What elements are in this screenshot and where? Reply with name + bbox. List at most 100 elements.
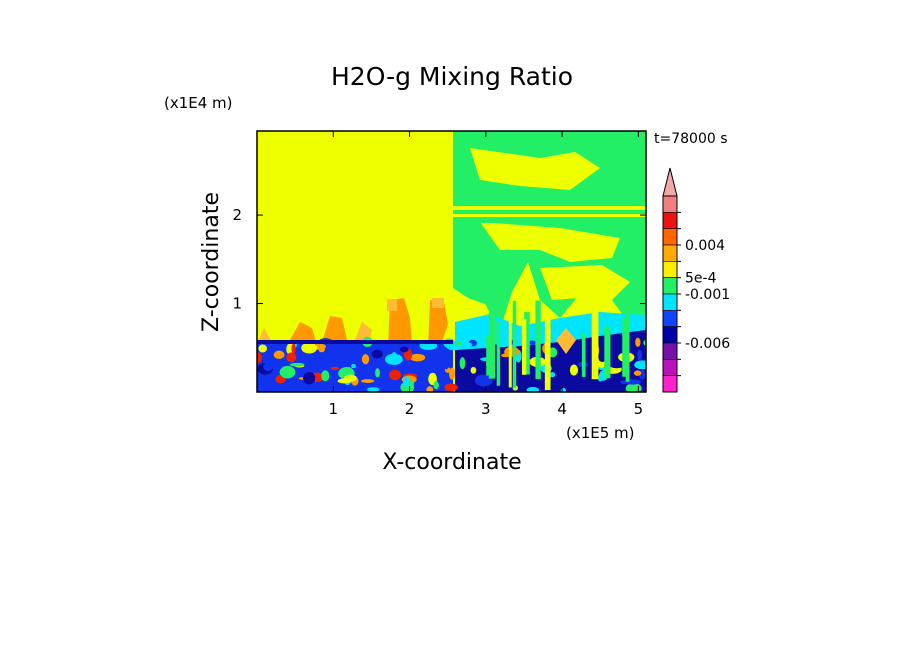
- turbulent-cell: [448, 367, 456, 380]
- turbulent-cell: [470, 366, 477, 374]
- chart-title: H2O-g Mixing Ratio: [331, 62, 573, 91]
- turbulent-cell: [635, 337, 641, 347]
- colorbar-swatch: [662, 326, 678, 344]
- turbulent-cell: [634, 360, 646, 370]
- colorbar-label: 0.004: [685, 238, 725, 254]
- y-tick-label-2: 2: [232, 206, 242, 224]
- colorbar-swatch: [662, 228, 678, 246]
- colorbar-swatch: [662, 277, 678, 295]
- colorbar: 0.004 5e-4-0.001 -0.006: [662, 167, 730, 393]
- plume-filament: [521, 319, 527, 375]
- turbulent-cell: [286, 352, 297, 363]
- streak: [453, 206, 646, 210]
- turbulent-cell: [257, 352, 262, 364]
- turbulent-cell: [633, 370, 642, 376]
- turbulent-cell: [409, 353, 426, 362]
- x-tick-label-4: 4: [557, 400, 567, 418]
- turbulent-cell: [560, 372, 569, 382]
- turbulent-cell: [291, 343, 296, 354]
- colorbar-extend-arrow: [662, 167, 678, 197]
- turbulent-cell: [367, 387, 380, 392]
- orange-plume: [387, 299, 397, 311]
- colorbar-swatch: [662, 310, 678, 327]
- turbulent-cell: [474, 374, 493, 387]
- turbulent-cell: [279, 365, 296, 379]
- turbulent-cell: [528, 340, 536, 345]
- streak: [453, 214, 646, 217]
- streak: [453, 221, 646, 223]
- turbulent-cell: [258, 344, 267, 353]
- colorbar-swatch: [662, 375, 678, 393]
- plume-filament: [496, 320, 501, 386]
- yellow-patch: [540, 265, 630, 300]
- x-unit-label: (x1E5 m): [566, 424, 635, 442]
- orange-plume: [432, 298, 444, 308]
- contour-field: [257, 131, 646, 392]
- y-axis-ticks: 12: [232, 206, 646, 313]
- turbulent-cell: [350, 364, 356, 369]
- y-unit-label: (x1E4 m): [164, 94, 233, 112]
- turbulent-cell: [343, 374, 357, 382]
- turbulent-cell: [402, 376, 410, 388]
- plume-filament: [604, 326, 611, 379]
- turbulent-cell: [444, 360, 449, 370]
- turbulent-cell: [549, 372, 556, 378]
- turbulent-cell: [382, 344, 397, 350]
- plume-filament: [488, 301, 496, 379]
- turbulent-cell: [289, 362, 305, 367]
- turbulent-cell: [301, 342, 318, 354]
- turbulent-cell: [526, 386, 540, 392]
- turbulent-cell: [388, 369, 402, 381]
- turbulent-cell: [263, 362, 274, 372]
- colorbar-label: 5e-4: [685, 271, 717, 287]
- plume-filament: [486, 334, 490, 376]
- turbulent-cell: [555, 358, 570, 369]
- colorbar-swatch: [662, 359, 678, 376]
- turbulent-cell: [399, 346, 409, 353]
- turbulent-cell: [330, 366, 340, 370]
- turbulent-cell: [461, 342, 473, 347]
- plume-filament: [544, 317, 551, 391]
- orange-plume: [556, 328, 576, 354]
- turbulent-cell: [273, 350, 285, 360]
- colorbar-swatch: [662, 342, 678, 360]
- time-label: t=78000 s: [654, 131, 728, 147]
- turbulent-cell: [361, 354, 370, 365]
- colorbar-label: -0.001: [685, 287, 730, 303]
- plume-filament: [535, 300, 541, 380]
- orange-plume: [258, 328, 272, 342]
- plume-filament: [625, 302, 630, 382]
- plot-frame: [256, 130, 647, 393]
- turbulent-cell: [303, 371, 316, 385]
- turbulent-cell: [371, 349, 383, 359]
- y-axis-title: Z-coordinate: [199, 192, 224, 332]
- y-tick-label-1: 1: [232, 295, 242, 313]
- navy-top-edge: [257, 340, 453, 344]
- plume-filament: [512, 300, 517, 389]
- plume-filament: [581, 333, 586, 377]
- orange-plume: [290, 322, 316, 342]
- turbulent-cell: [608, 360, 625, 369]
- turbulent-cell: [321, 370, 330, 382]
- x-tick-label-5: 5: [634, 400, 644, 418]
- yellow-patch: [480, 222, 620, 262]
- x-axis-title: X-coordinate: [382, 450, 521, 475]
- plume-filament: [508, 319, 512, 388]
- turbulent-cell: [348, 358, 361, 366]
- turbulent-cell: [575, 374, 589, 384]
- plume-filament: [591, 307, 599, 380]
- turbulent-cell: [459, 357, 466, 370]
- turbulent-cell: [375, 368, 380, 378]
- turbulent-cell: [625, 383, 642, 392]
- colorbar-swatch: [662, 293, 678, 311]
- x-tick-label-1: 1: [329, 400, 339, 418]
- x-tick-label-3: 3: [481, 400, 491, 418]
- turbulent-cell: [637, 349, 643, 361]
- plume-filament: [622, 318, 628, 377]
- turbulent-cell: [444, 383, 458, 392]
- turbulent-cell: [433, 381, 439, 390]
- colorbar-swatch: [662, 261, 678, 278]
- green-patch: [600, 134, 646, 150]
- turbulent-cell: [361, 379, 375, 383]
